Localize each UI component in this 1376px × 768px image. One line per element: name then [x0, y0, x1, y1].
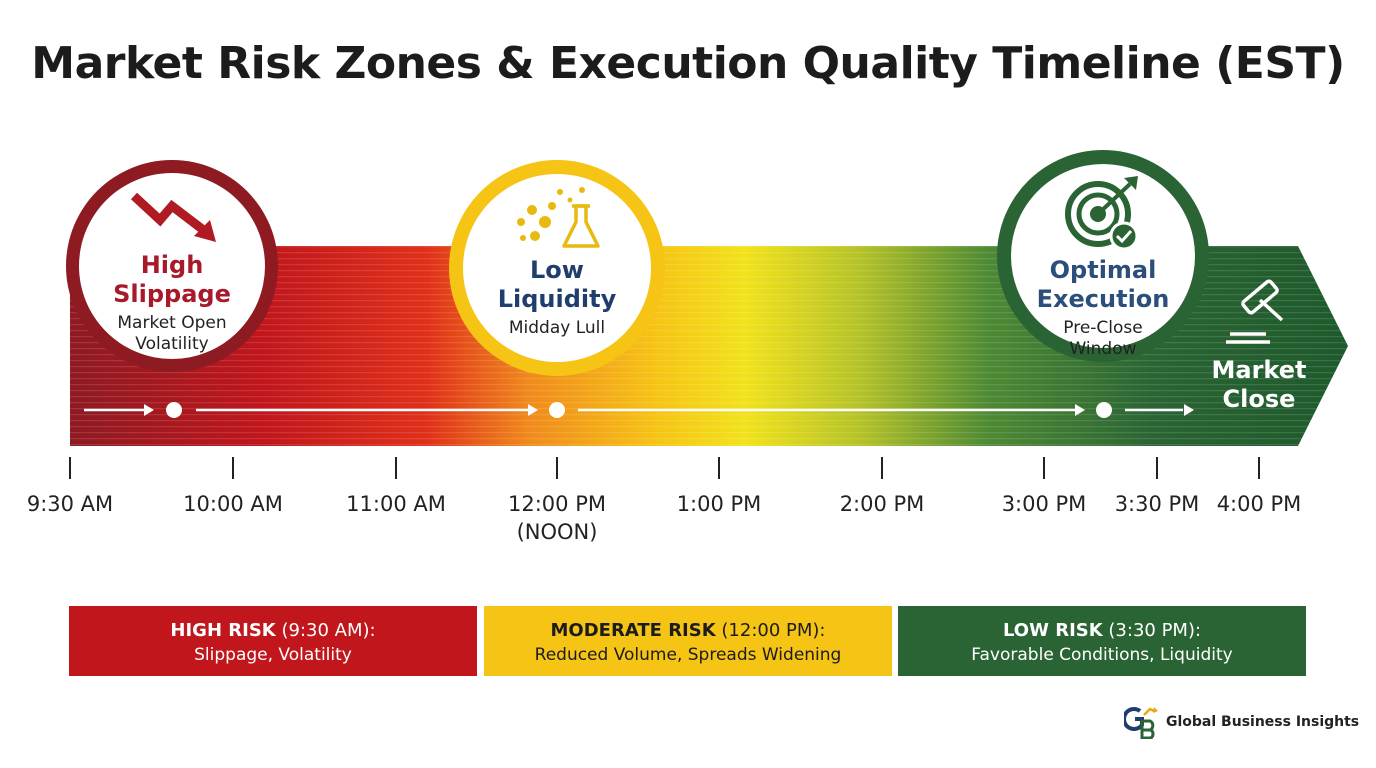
page-title: Market Risk Zones & Execution Quality Ti…: [31, 38, 1345, 89]
zone-description: Reduced Volume, Spreads Widening: [534, 645, 842, 665]
zone-title: LOW RISK (3:30 PM):: [898, 619, 1306, 643]
tick-label: 3:30 PM: [1114, 492, 1200, 516]
tick-label: 4:00 PM: [1216, 492, 1302, 516]
bubble-subtext: Pre-Close Window: [1063, 318, 1143, 359]
bubble-heading: Low Liquidity: [497, 256, 617, 313]
tick-label: 10:00 AM: [183, 492, 283, 516]
zone-name: LOW RISK: [1002, 620, 1103, 641]
brand-name: Global Business Insights: [1166, 714, 1360, 730]
zone-low-risk: LOW RISK (3:30 PM): Favorable Conditions…: [898, 606, 1306, 676]
zone-time: (9:30 AM):: [275, 620, 376, 641]
target-check-icon: [1065, 176, 1139, 251]
bubble-subtext: Midday Lull: [508, 318, 606, 338]
bubble-low-liquidity: [449, 160, 665, 376]
bubble-heading: Optimal Execution: [1036, 256, 1170, 313]
bubble-optimal-execution-text: Optimal Execution Pre-Close Window: [1023, 256, 1183, 360]
zone-high-risk: HIGH RISK (9:30 AM): Slippage, Volatilit…: [69, 606, 477, 676]
zone-name: MODERATE RISK: [550, 620, 716, 641]
zone-time: (12:00 PM):: [715, 620, 826, 641]
bubble-optimal-execution: [997, 150, 1209, 362]
gavel-icon: [1226, 279, 1284, 344]
zone-description: Favorable Conditions, Liquidity: [971, 645, 1233, 665]
tick-label: 2:00 PM: [839, 492, 925, 516]
bubble-subtext: Market Open Volatility: [117, 313, 227, 354]
bubble-heading: High Slippage: [113, 251, 231, 308]
timeline-dot: [549, 402, 565, 418]
tick-label: 9:30 AM: [26, 492, 114, 516]
gb-logo-icon: [1124, 707, 1158, 739]
tick-label: 11:00 AM: [346, 492, 446, 516]
zone-title: MODERATE RISK (12:00 PM):: [484, 619, 892, 643]
timeline-dot: [1096, 402, 1112, 418]
brand: Global Business Insights: [1124, 704, 1359, 740]
tick-label: 12:00 PM (NOON): [508, 492, 606, 544]
timeline-dot: [166, 402, 182, 418]
tick-label: 1:00 PM: [676, 492, 762, 516]
bubble-high-slippage: [66, 160, 278, 372]
tick-marks: [69, 457, 1260, 479]
bubble-low-liquidity-text: Low Liquidity Midday Lull: [477, 256, 637, 339]
flow-arrows: [84, 404, 1194, 416]
zone-description: Slippage, Volatility: [194, 645, 352, 665]
zone-title: HIGH RISK (9:30 AM):: [69, 619, 477, 643]
zone-time: (3:30 PM):: [1102, 620, 1202, 641]
flask-bubbles-icon: [517, 187, 600, 248]
zone-moderate-risk: MODERATE RISK (12:00 PM): Reduced Volume…: [484, 606, 892, 676]
zone-name: HIGH RISK: [170, 620, 276, 641]
down-trend-arrow-icon: [130, 192, 216, 242]
market-close-label: Market Close: [1211, 356, 1307, 413]
tick-label: 3:00 PM: [1001, 492, 1087, 516]
bubble-high-slippage-text: High Slippage Market Open Volatility: [96, 251, 248, 355]
